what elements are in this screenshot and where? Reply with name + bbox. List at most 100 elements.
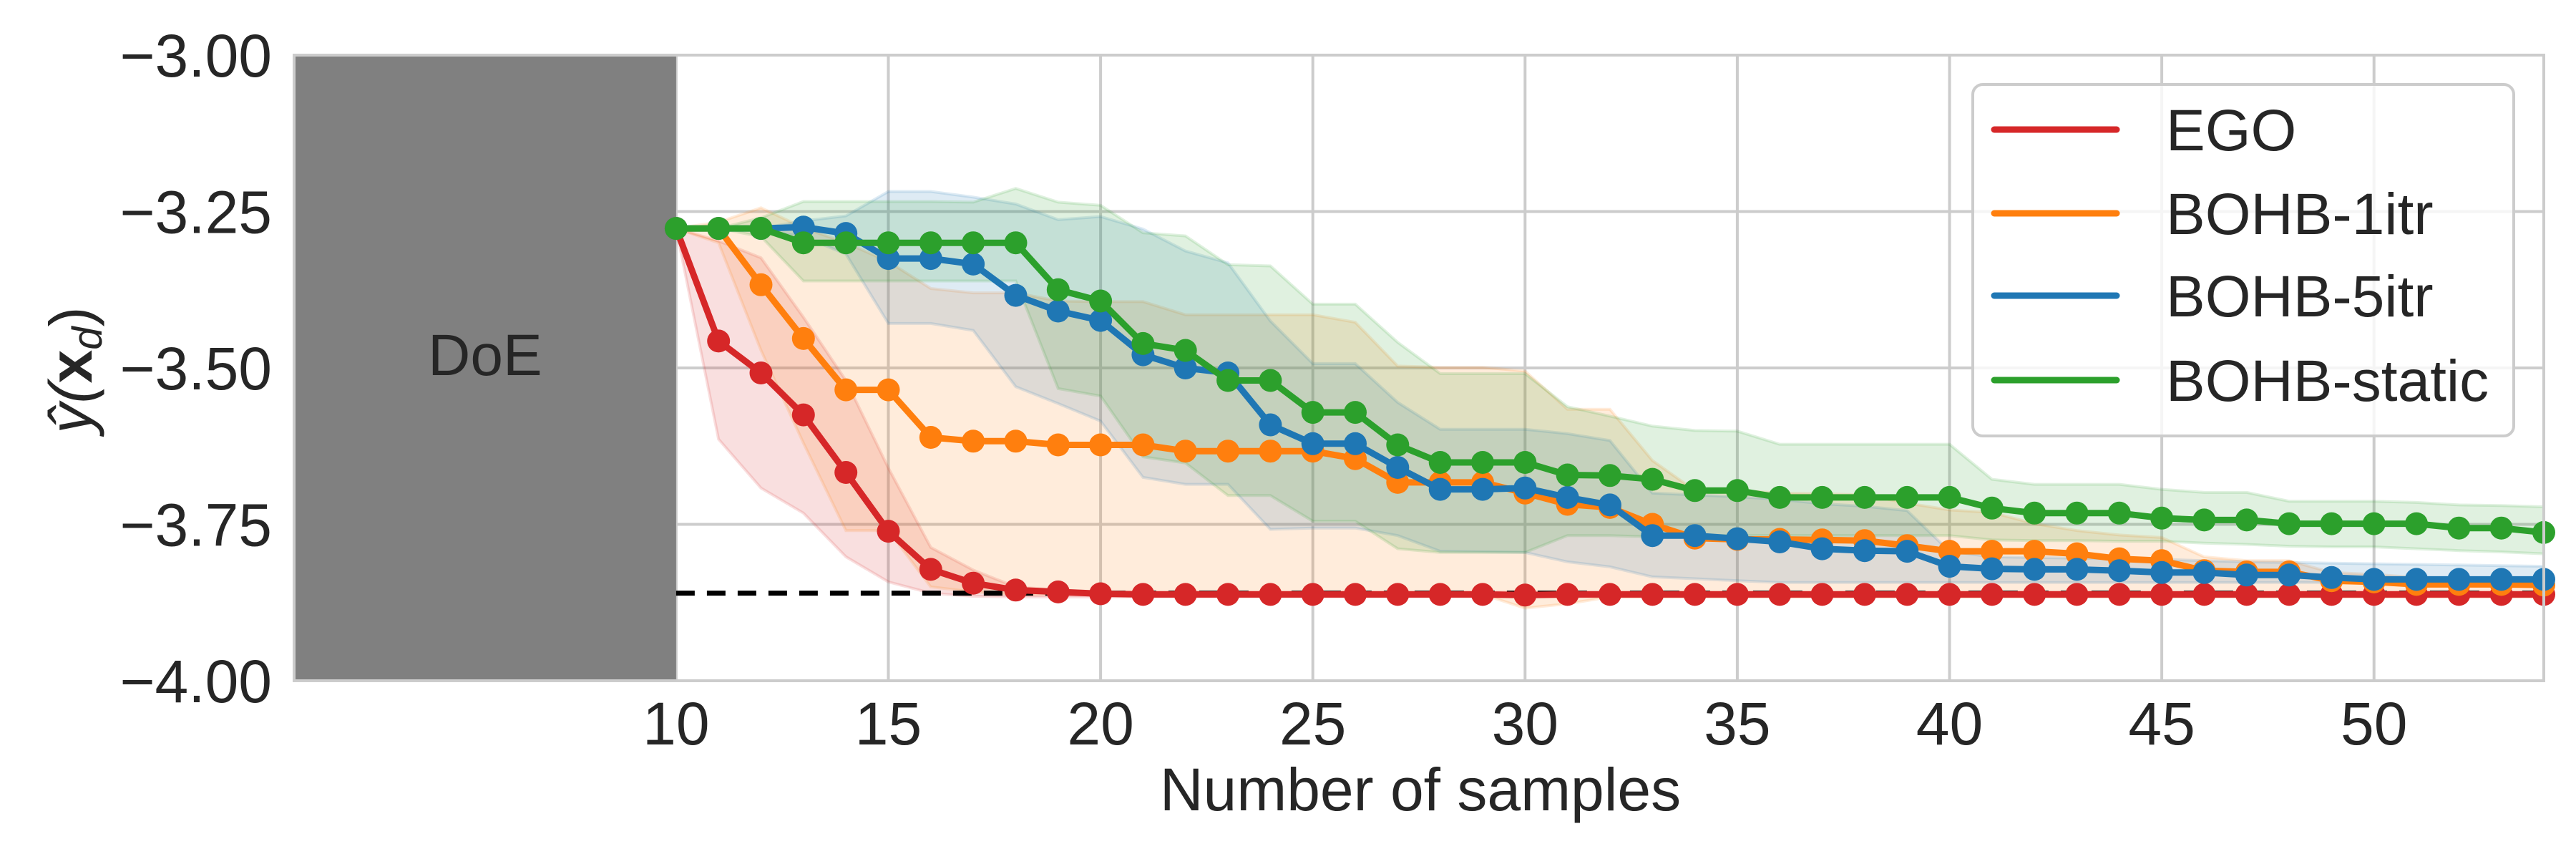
- data-point: [834, 461, 858, 484]
- x-axis-title: Number of samples: [1160, 756, 1681, 823]
- data-point: [791, 403, 815, 427]
- data-point: [2489, 516, 2513, 540]
- data-point: [1556, 463, 1579, 487]
- data-point: [2023, 540, 2046, 563]
- data-point: [1980, 557, 2004, 581]
- data-point: [2107, 583, 2131, 606]
- data-point: [1556, 583, 1579, 606]
- data-point: [919, 558, 942, 581]
- data-point: [1725, 479, 1749, 503]
- data-point: [1598, 583, 1621, 606]
- data-point: [1004, 578, 1028, 602]
- data-point: [1853, 539, 1876, 563]
- data-point: [1259, 369, 1282, 392]
- data-point: [1938, 555, 1961, 578]
- data-point: [2362, 512, 2386, 535]
- data-point: [1386, 583, 1410, 606]
- data-point: [2235, 583, 2258, 606]
- data-point: [1174, 440, 1197, 463]
- data-point: [962, 231, 985, 255]
- data-point: [2447, 516, 2471, 540]
- y-axis-title-bold: x: [37, 349, 104, 383]
- data-point: [834, 378, 858, 402]
- data-point: [1428, 477, 1452, 501]
- x-tick-label: 50: [2341, 690, 2407, 757]
- data-point: [1344, 583, 1367, 606]
- data-point: [2235, 563, 2258, 587]
- y-axis-title-text: ŷ(xd): [37, 307, 111, 437]
- data-point: [1938, 485, 1961, 509]
- data-point: [1386, 456, 1410, 479]
- data-point: [962, 252, 985, 276]
- data-point: [877, 231, 900, 255]
- data-point: [1768, 485, 1792, 509]
- data-point: [1131, 433, 1155, 457]
- data-point: [1131, 331, 1155, 355]
- data-point: [1046, 580, 1070, 603]
- legend-box: [1971, 83, 2515, 437]
- legend-item-bohb-static: BOHB-static: [1991, 349, 2489, 414]
- data-point: [1004, 430, 1028, 453]
- x-tick-label: 10: [643, 690, 709, 757]
- data-point: [1471, 583, 1494, 606]
- data-point: [1853, 583, 1876, 606]
- data-point: [2320, 566, 2343, 589]
- data-point: [1641, 467, 1664, 491]
- data-point: [1725, 527, 1749, 550]
- data-point: [1216, 583, 1240, 606]
- data-point: [1513, 583, 1537, 607]
- data-point: [1174, 339, 1197, 362]
- data-point: [1471, 451, 1494, 474]
- plot-frame: [293, 54, 2545, 682]
- data-point: [1004, 283, 1028, 307]
- data-point: [1768, 530, 1792, 553]
- data-point: [1683, 524, 1707, 548]
- x-tick-label: 30: [1492, 690, 1558, 757]
- data-point: [919, 426, 942, 449]
- data-point: [1301, 583, 1324, 606]
- data-point: [2150, 560, 2174, 584]
- data-point: [962, 571, 985, 595]
- data-point: [1598, 493, 1621, 517]
- data-point: [877, 378, 900, 402]
- data-point: [2023, 501, 2046, 525]
- data-point: [1428, 583, 1452, 606]
- data-point: [791, 231, 815, 255]
- data-point: [877, 247, 900, 271]
- y-tick-label: −3.50: [119, 335, 272, 402]
- data-point: [1131, 583, 1155, 606]
- data-point: [1896, 540, 1919, 563]
- data-point: [1725, 583, 1749, 606]
- data-point: [1980, 496, 2004, 520]
- data-point: [1004, 231, 1028, 255]
- x-tick-label: 35: [1704, 690, 1770, 757]
- data-point: [1216, 440, 1240, 463]
- y-tick-label: −4.00: [119, 648, 272, 715]
- series-bohb-5itr: [664, 215, 2555, 591]
- data-point: [1259, 413, 1282, 437]
- data-point: [1513, 476, 1537, 500]
- data-point: [1174, 356, 1197, 379]
- data-point: [1810, 583, 1834, 606]
- data-point: [877, 520, 900, 543]
- data-point: [1598, 464, 1621, 487]
- data-point: [1386, 433, 1410, 457]
- y-axis-title-close: ): [37, 307, 104, 327]
- data-point: [1980, 583, 2004, 606]
- y-axis-title-sub: d: [64, 326, 111, 350]
- data-point: [749, 217, 773, 241]
- legend-label: EGO: [2166, 98, 2296, 163]
- legend-label: BOHB-1itr: [2166, 182, 2434, 247]
- data-point: [2065, 583, 2089, 606]
- doe-region: DoE: [294, 55, 676, 681]
- data-point: [1089, 309, 1113, 332]
- data-point: [2023, 583, 2046, 606]
- data-point: [1301, 432, 1324, 455]
- data-point: [1046, 278, 1070, 301]
- y-axis-title-base: ŷ(: [37, 377, 104, 437]
- legend-item-ego: EGO: [1991, 98, 2296, 163]
- x-axis: 10 15 20 25 30 35 40 45 50: [643, 690, 2407, 757]
- y-tick-label: −3.75: [119, 492, 272, 559]
- x-tick-label: 15: [855, 690, 922, 757]
